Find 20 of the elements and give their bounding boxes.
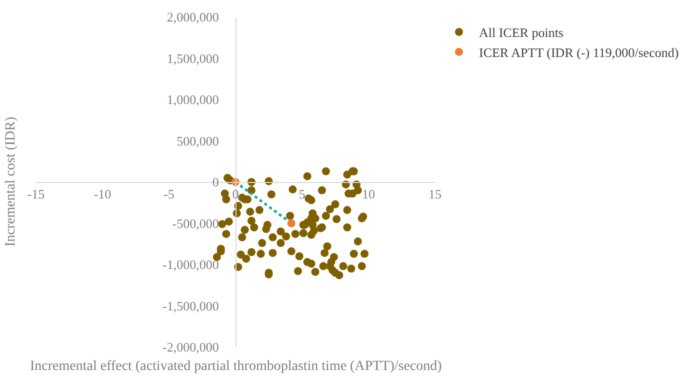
legend-label: All ICER points <box>478 25 564 40</box>
y-tick-label: 2,000,000 <box>166 10 219 25</box>
x-tick-label: -10 <box>94 186 112 202</box>
y-axis-title: Incremental cost (IDR) <box>4 116 19 247</box>
x-tick-label: 15 <box>428 186 442 202</box>
y-tick-label: 500,000 <box>176 133 219 148</box>
x-tick-label: 10 <box>362 186 375 202</box>
x-tick-label: 5 <box>298 186 306 202</box>
y-tick-label: -500,000 <box>172 216 219 231</box>
legend-label: ICER APTT (IDR (-) 119,000/second) <box>478 44 679 60</box>
y-tick-label: -1,500,000 <box>162 298 219 314</box>
y-tick-label: -1,000,000 <box>162 257 219 272</box>
y-tick-label: 1,000,000 <box>166 92 219 108</box>
x-tick-label: 0 <box>232 186 239 202</box>
x-axis-title: Incremental effect (activated partial thromboplastin time (APTT)/second) <box>30 359 442 374</box>
x-tick-label: -5 <box>164 186 174 202</box>
y-tick-label: 1,500,000 <box>166 50 219 66</box>
y-tick-label: -2,000,000 <box>162 340 219 355</box>
x-tick-label: -15 <box>27 186 45 202</box>
y-tick-label: 0 <box>212 174 219 190</box>
